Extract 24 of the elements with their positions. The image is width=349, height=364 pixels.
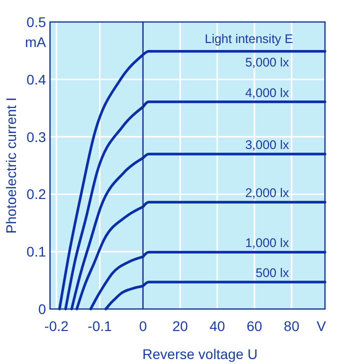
x-tick-label: V (316, 318, 327, 334)
x-tick-label: 0 (139, 318, 148, 334)
x-tick-label: 80 (284, 318, 300, 334)
y-tick-label: 0.2 (26, 186, 46, 202)
y-tick-label: 0.5 (26, 14, 46, 30)
series-label: 1,000 lx (245, 236, 290, 250)
x-axis-title: Reverse voltage U (142, 346, 258, 362)
series-label: 500 lx (256, 266, 290, 280)
x-tick-label: -0.2 (44, 318, 69, 334)
x-tick-label: 40 (209, 318, 226, 334)
y-tick-label: 0 (38, 301, 46, 317)
series-label: 4,000 lx (245, 86, 290, 100)
x-tick-label: -0.1 (88, 318, 112, 334)
y-axis-title: Photoelectric current I (3, 97, 19, 234)
series-label: 3,000 lx (245, 138, 290, 152)
x-tick-label: 60 (246, 318, 262, 334)
y-tick-label: 0.3 (26, 128, 46, 145)
x-tick-label: 20 (172, 318, 188, 334)
series-label: 2,000 lx (245, 186, 290, 200)
legend-title: Light intensity E (204, 32, 293, 46)
y-tick-label: 0.4 (26, 71, 46, 88)
y-tick-label: 0.1 (26, 244, 46, 260)
y-tick-label: mA (25, 34, 47, 50)
series-label: 5,000 lx (245, 55, 290, 70)
